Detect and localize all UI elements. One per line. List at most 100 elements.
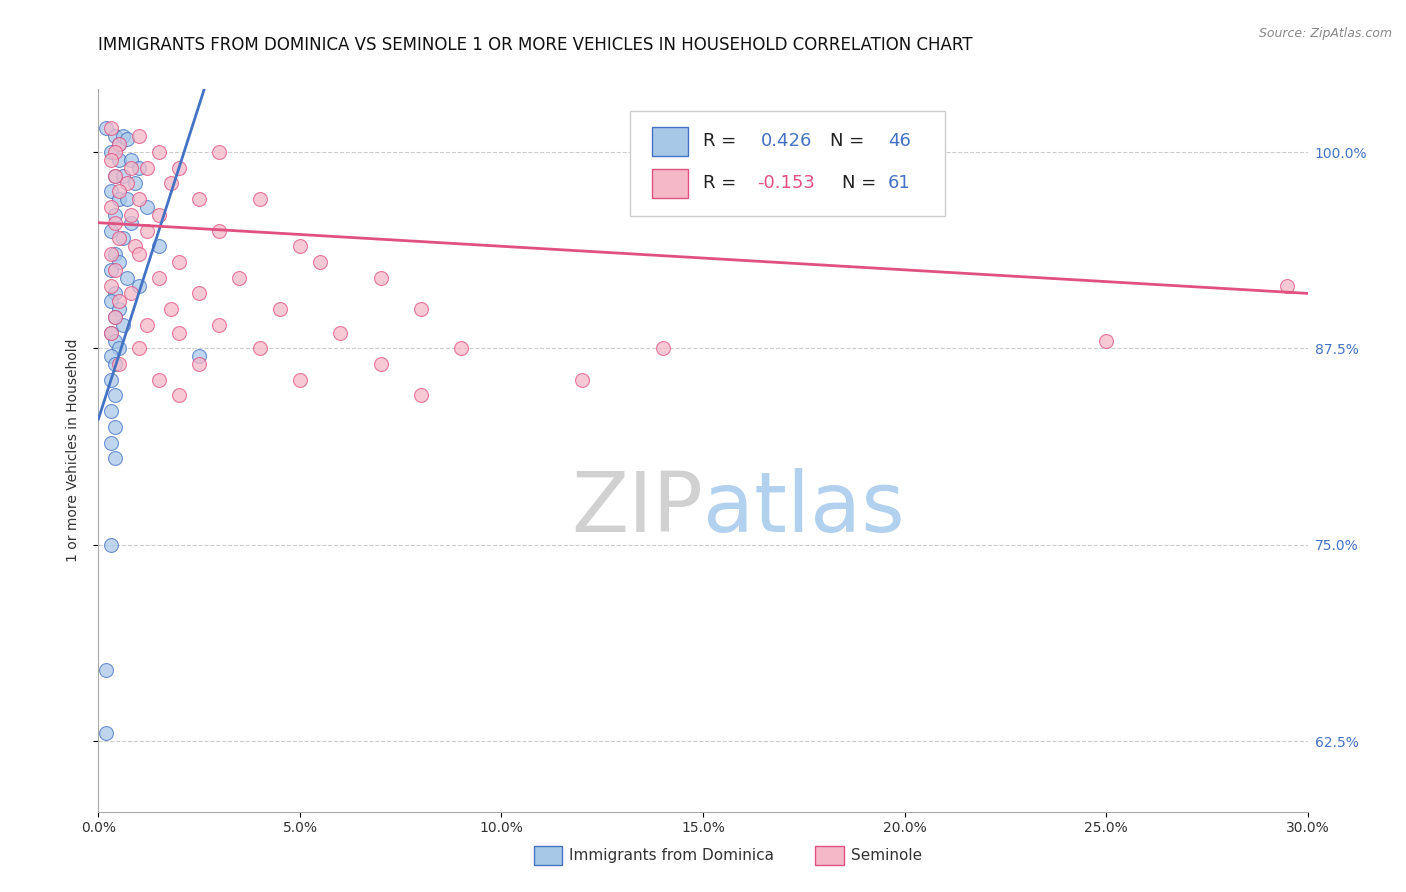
Point bbox=[1277, 278, 1299, 293]
Point bbox=[329, 326, 352, 340]
Point bbox=[160, 302, 183, 317]
Point bbox=[100, 326, 122, 340]
Point bbox=[167, 255, 190, 269]
Point bbox=[135, 200, 157, 214]
Point bbox=[100, 121, 122, 136]
Point bbox=[288, 373, 311, 387]
Point bbox=[100, 349, 122, 363]
FancyBboxPatch shape bbox=[652, 169, 689, 198]
Point bbox=[107, 137, 129, 152]
Point bbox=[111, 231, 134, 245]
Point bbox=[148, 145, 170, 159]
Point bbox=[148, 373, 170, 387]
Point bbox=[409, 302, 432, 317]
Point bbox=[103, 451, 125, 466]
Point bbox=[107, 302, 129, 317]
Text: IMMIGRANTS FROM DOMINICA VS SEMINOLE 1 OR MORE VEHICLES IN HOUSEHOLD CORRELATION: IMMIGRANTS FROM DOMINICA VS SEMINOLE 1 O… bbox=[98, 36, 973, 54]
Point bbox=[370, 357, 392, 371]
Point bbox=[107, 137, 129, 152]
Point bbox=[107, 231, 129, 245]
Point bbox=[96, 726, 118, 740]
Point bbox=[167, 326, 190, 340]
Point bbox=[107, 294, 129, 309]
Point bbox=[128, 342, 150, 356]
Y-axis label: 1 or more Vehicles in Household: 1 or more Vehicles in Household bbox=[66, 339, 80, 562]
Point bbox=[103, 129, 125, 144]
Point bbox=[120, 286, 142, 301]
Point bbox=[107, 153, 129, 167]
Point bbox=[103, 310, 125, 324]
Point bbox=[148, 208, 170, 222]
Point bbox=[571, 373, 593, 387]
FancyBboxPatch shape bbox=[630, 111, 945, 216]
Point bbox=[167, 161, 190, 175]
Point bbox=[111, 169, 134, 183]
Point bbox=[103, 286, 125, 301]
Point bbox=[96, 121, 118, 136]
Point bbox=[107, 184, 129, 198]
Point bbox=[1095, 334, 1118, 348]
Point bbox=[100, 294, 122, 309]
Point bbox=[120, 153, 142, 167]
Text: 61: 61 bbox=[889, 174, 911, 192]
Point bbox=[128, 129, 150, 144]
Point bbox=[115, 177, 138, 191]
Point bbox=[188, 286, 211, 301]
Point bbox=[100, 200, 122, 214]
Point bbox=[96, 664, 118, 678]
Text: 46: 46 bbox=[889, 132, 911, 150]
Point bbox=[107, 192, 129, 206]
Point bbox=[103, 145, 125, 159]
Point bbox=[107, 357, 129, 371]
Text: N =: N = bbox=[842, 174, 882, 192]
Text: -0.153: -0.153 bbox=[758, 174, 815, 192]
Point bbox=[128, 192, 150, 206]
Text: ZIP: ZIP bbox=[571, 467, 703, 549]
Point bbox=[111, 129, 134, 144]
Point bbox=[148, 239, 170, 253]
Point bbox=[370, 270, 392, 285]
Text: Seminole: Seminole bbox=[851, 848, 922, 863]
Point bbox=[208, 318, 231, 332]
Point bbox=[288, 239, 311, 253]
Point bbox=[103, 388, 125, 402]
Point bbox=[269, 302, 291, 317]
Point bbox=[208, 223, 231, 237]
Point bbox=[103, 169, 125, 183]
Point bbox=[167, 388, 190, 402]
Point bbox=[135, 223, 157, 237]
Point bbox=[103, 310, 125, 324]
Point bbox=[100, 223, 122, 237]
Point bbox=[111, 318, 134, 332]
Point bbox=[107, 255, 129, 269]
Point bbox=[450, 342, 472, 356]
Point bbox=[249, 192, 271, 206]
Point bbox=[100, 278, 122, 293]
Text: Source: ZipAtlas.com: Source: ZipAtlas.com bbox=[1258, 27, 1392, 40]
Point bbox=[115, 192, 138, 206]
Point bbox=[103, 208, 125, 222]
Text: Immigrants from Dominica: Immigrants from Dominica bbox=[569, 848, 775, 863]
Point bbox=[128, 247, 150, 261]
Point bbox=[120, 216, 142, 230]
Point bbox=[100, 145, 122, 159]
Point bbox=[135, 161, 157, 175]
Point bbox=[100, 247, 122, 261]
Point bbox=[100, 184, 122, 198]
Text: R =: R = bbox=[703, 132, 742, 150]
Point bbox=[309, 255, 332, 269]
Point bbox=[148, 270, 170, 285]
Point bbox=[124, 177, 146, 191]
Point bbox=[103, 263, 125, 277]
Text: 0.426: 0.426 bbox=[761, 132, 813, 150]
Point bbox=[100, 263, 122, 277]
Point bbox=[100, 435, 122, 450]
Point bbox=[115, 132, 138, 146]
Point bbox=[120, 208, 142, 222]
Point bbox=[651, 342, 673, 356]
Point bbox=[208, 145, 231, 159]
Point bbox=[188, 349, 211, 363]
Point bbox=[100, 326, 122, 340]
Point bbox=[100, 538, 122, 552]
Text: R =: R = bbox=[703, 174, 742, 192]
